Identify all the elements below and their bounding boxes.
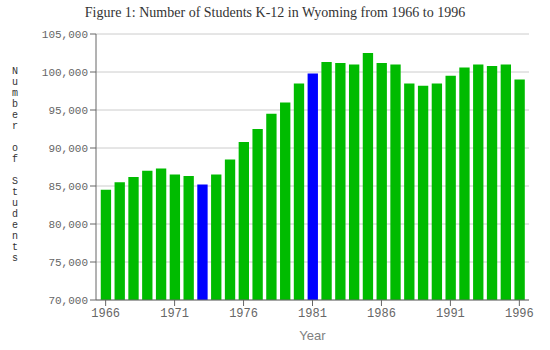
svg-text:75,000: 75,000 [48, 257, 88, 269]
html-text:r: r [12, 121, 18, 132]
svg-text:1971: 1971 [160, 307, 189, 321]
html-text:Figure 1: Number of Students K: Figure 1: Number of Students K-12 in Wyo… [84, 5, 466, 20]
svg-text:70,000: 70,000 [48, 295, 88, 307]
svg-text:1996: 1996 [505, 307, 534, 321]
svg-text:1966: 1966 [91, 307, 120, 321]
svg-text:1991: 1991 [436, 307, 465, 321]
html-text:n: n [12, 231, 18, 242]
svg-text:1986: 1986 [367, 307, 396, 321]
svg-text:1981: 1981 [298, 307, 327, 321]
html-text:t: t [12, 242, 18, 253]
svg-text:80,000: 80,000 [48, 219, 88, 231]
svg-text:85,000: 85,000 [48, 181, 88, 193]
svg-text:90,000: 90,000 [48, 143, 88, 155]
html-text:f: f [12, 154, 18, 165]
html-text:m: m [12, 88, 18, 99]
html-text:N: N [12, 66, 18, 77]
svg-text:95,000: 95,000 [48, 105, 88, 117]
svg-text:100,000: 100,000 [42, 67, 88, 79]
html-text:S: S [12, 176, 18, 187]
svg-text:1976: 1976 [229, 307, 258, 321]
html-text:t: t [12, 187, 18, 198]
html-text:u: u [12, 198, 18, 209]
html-text:o: o [12, 143, 18, 154]
html-text:u: u [12, 77, 18, 88]
html-text:s: s [12, 253, 18, 264]
html-text:b: b [12, 99, 18, 110]
svg-text:105,000: 105,000 [42, 29, 88, 41]
html-text:d: d [12, 209, 18, 220]
svg-text:Year: Year [299, 328, 326, 343]
html-text:e: e [12, 220, 18, 231]
html-text:e: e [12, 110, 18, 121]
